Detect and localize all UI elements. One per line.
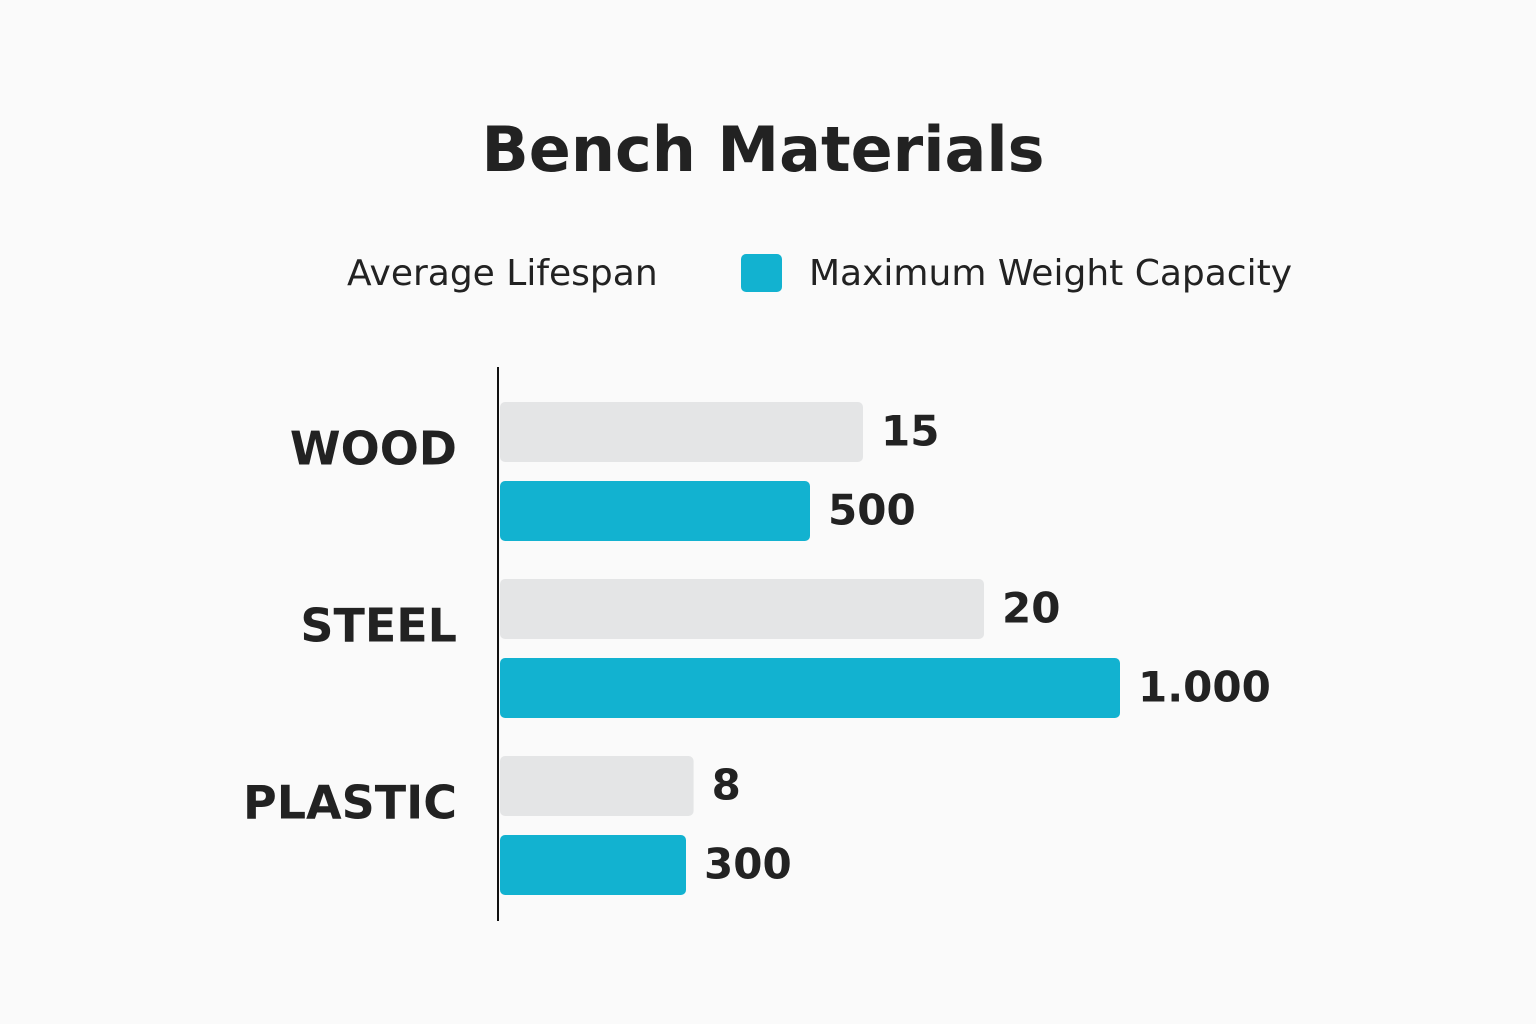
bar <box>500 756 694 816</box>
bar <box>500 481 810 541</box>
value-label: 500 <box>828 486 916 535</box>
value-label: 8 <box>712 761 741 810</box>
bar <box>500 658 1120 718</box>
legend-swatch <box>741 254 782 292</box>
category-label: WOOD <box>290 422 457 476</box>
value-label: 1.000 <box>1138 663 1271 712</box>
value-label: 20 <box>1002 584 1060 633</box>
bar <box>500 579 984 639</box>
legend-label: Average Lifespan <box>347 253 658 294</box>
value-label: 15 <box>881 407 939 456</box>
bar <box>500 402 863 462</box>
legend-label: Maximum Weight Capacity <box>809 253 1292 294</box>
bar <box>500 835 686 895</box>
category-label: PLASTIC <box>243 776 457 830</box>
category-label: STEEL <box>300 599 457 653</box>
value-label: 300 <box>704 840 792 889</box>
chart-title: Bench Materials <box>482 113 1045 186</box>
